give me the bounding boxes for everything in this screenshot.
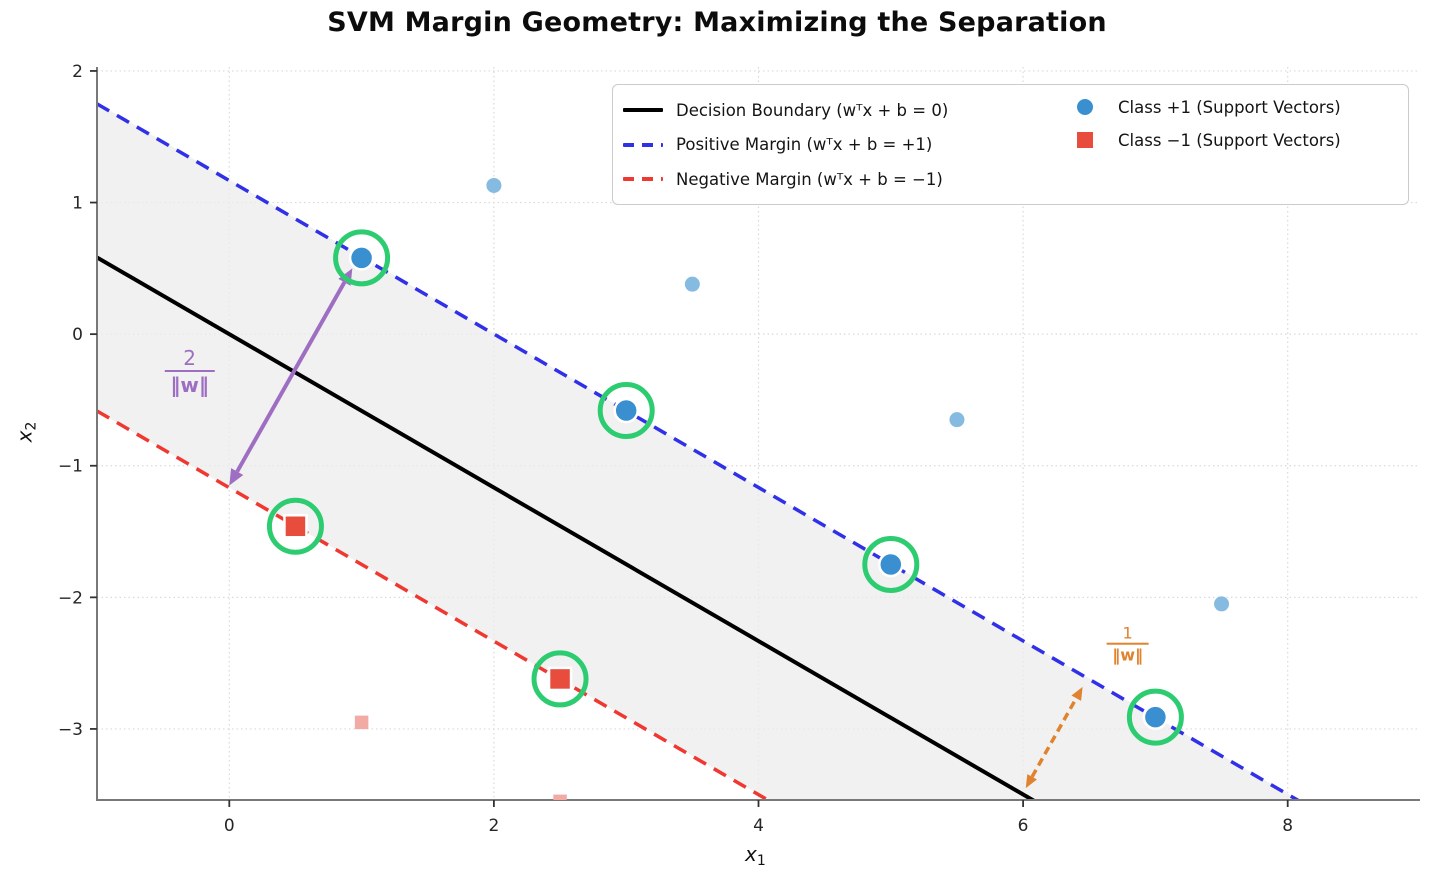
solid-line-sample — [623, 108, 663, 112]
svg-text:0: 0 — [224, 816, 235, 836]
red-dashed-line-sample — [623, 177, 663, 181]
x-axis-label: x1 — [745, 842, 766, 869]
chart-title: SVM Margin Geometry: Maximizing the Sepa… — [327, 7, 1107, 38]
svg-text:−2: −2 — [58, 588, 83, 608]
red-square-marker-icon — [1077, 132, 1093, 148]
legend-column-lines: Decision Boundary (wᵀx + b = 0) Positive… — [623, 93, 1065, 196]
y-axis-label: x2 — [12, 421, 40, 443]
svg-text:1: 1 — [72, 194, 83, 214]
legend-column-markers: Class +1 (Support Vectors) Class −1 (Sup… — [1065, 93, 1341, 196]
legend-item-class-minus1: Class −1 (Support Vectors) — [1065, 126, 1341, 154]
svg-text:2: 2 — [488, 816, 499, 836]
data-points — [266, 177, 1230, 800]
legend-item-positive-margin: Positive Margin (wᵀx + b = +1) — [623, 130, 1065, 160]
svg-text:4: 4 — [753, 816, 764, 836]
margin-width-label: 2 ‖w‖ — [164, 347, 215, 397]
legend-item-class-plus1: Class +1 (Support Vectors) — [1065, 93, 1341, 121]
axes: 0 2 4 6 8 2 1 0 −1 −2 −3 — [58, 62, 1420, 836]
svg-text:8: 8 — [1282, 816, 1293, 836]
legend-item-decision-boundary: Decision Boundary (wᵀx + b = 0) — [623, 95, 1065, 125]
legend-item-negative-margin: Negative Margin (wᵀx + b = −1) — [623, 164, 1065, 194]
blue-circle-marker-icon — [1077, 99, 1093, 115]
svg-text:0: 0 — [72, 325, 83, 345]
half-margin-width-label: 1 ‖w‖ — [1106, 624, 1149, 665]
svg-text:−3: −3 — [58, 720, 83, 740]
svg-text:6: 6 — [1018, 816, 1029, 836]
svg-text:−1: −1 — [58, 457, 83, 477]
blue-dashed-line-sample — [623, 142, 663, 147]
svg-text:2: 2 — [72, 62, 83, 82]
legend: Decision Boundary (wᵀx + b = 0) Positive… — [612, 84, 1409, 205]
